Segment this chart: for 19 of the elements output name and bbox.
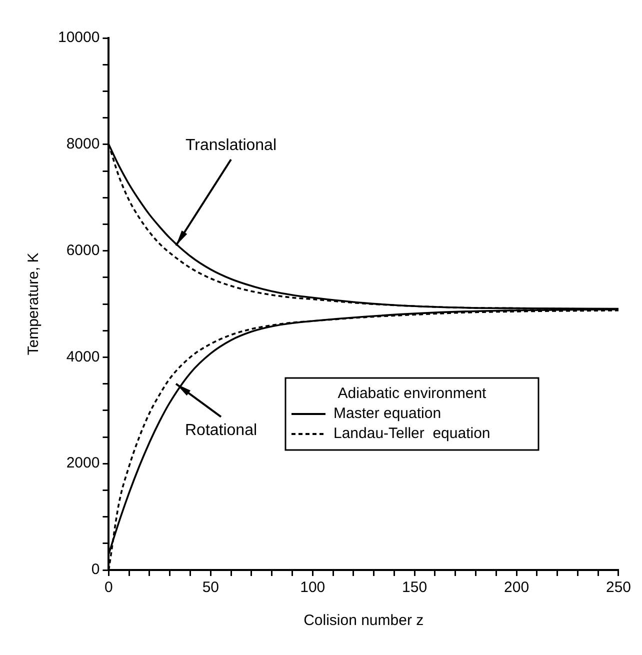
- x-tick-label: 150: [402, 579, 428, 596]
- x-tick-label: 200: [504, 579, 530, 596]
- y-tick-label: 8000: [66, 136, 100, 153]
- x-tick-label: 50: [202, 579, 220, 596]
- legend-label: Master equation: [333, 405, 442, 422]
- legend-label: Landau-Teller equation: [333, 425, 490, 442]
- y-tick-label: 2000: [66, 454, 100, 472]
- y-tick-label: 6000: [66, 242, 100, 259]
- y-axis-title: Temperature, K: [25, 252, 42, 356]
- annotation: Translational: [185, 136, 277, 154]
- x-axis-title: Colision number z: [304, 612, 424, 630]
- x-tick-label: 0: [104, 579, 113, 596]
- annotation: Rotational: [184, 422, 258, 440]
- y-tick-label: 0: [91, 561, 100, 578]
- y-tick-label: 4000: [66, 348, 100, 366]
- legend-title: Adiabatic environment: [338, 385, 488, 402]
- y-tick-label: 10000: [58, 29, 100, 46]
- x-tick-label: 100: [300, 579, 326, 596]
- x-tick-label: 250: [606, 579, 631, 596]
